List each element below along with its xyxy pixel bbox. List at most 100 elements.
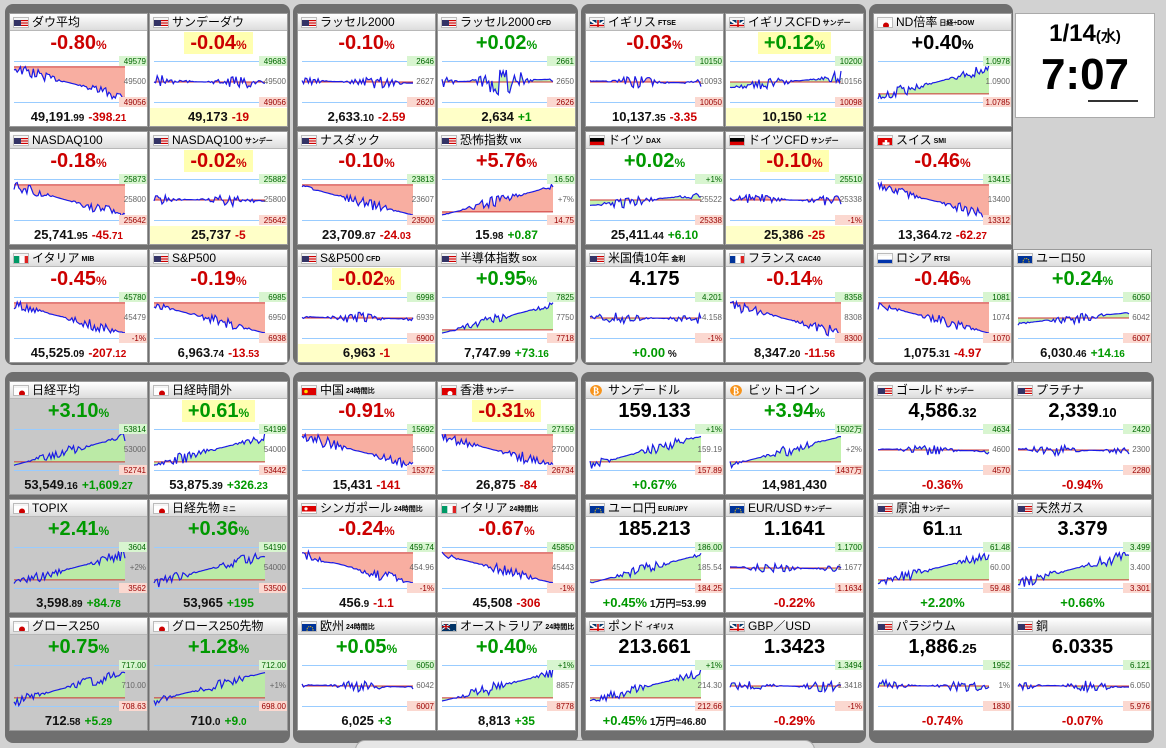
tile-subtitle: SOX: [522, 256, 537, 263]
market-tile-gold[interactable]: ゴールド サンデー 4,586.32 4634 4600 4570 -0.36%: [873, 381, 1012, 495]
intraday-chart: 3.499 3.400 3.301: [1017, 542, 1151, 593]
tile-name-text: 香港: [460, 383, 485, 397]
market-tile-europe-24h[interactable]: 欧州 24時間比 +0.05% 6050 6042 6007 6,025 +3: [297, 617, 436, 731]
market-tile-nd-ratio[interactable]: ND倍率 日経÷DOW +0.40% 1.0978 1.0900 1.0785: [873, 13, 1012, 127]
market-tile-cac40[interactable]: フランス CAC40 -0.14% 8358 8308 8300 8,347.20 -11.5…: [725, 249, 864, 363]
tile-name: ポンド イギリス: [608, 619, 674, 634]
market-tile-nasdaq[interactable]: ナスダック -0.10% 23813 23607 23500 23,709.87 -24.0…: [297, 131, 436, 245]
tile-footer: 25,386 -25: [726, 226, 863, 244]
axis-high-badge: [547, 660, 575, 670]
market-tile-smi[interactable]: スイス SMI -0.46% 13415 13400 13312 13,364.72 -62.…: [873, 131, 1012, 245]
market-tile-dax-cfd[interactable]: ドイツCFD サンデー -0.10% 25510 25338 -1% 25,386 -25: [725, 131, 864, 245]
axis-label: 2650: [556, 77, 574, 86]
intraday-chart: 7825 7750 7718: [441, 292, 575, 343]
market-tile-sunday-dollar[interactable]: ₿ サンデードル 159.133 +1% 159.19 157.89 +0.67%: [585, 381, 724, 495]
market-tile-australia[interactable]: オーストラリア 24時間比 +0.40% +1% 8857 8778 8,813 +35: [437, 617, 576, 731]
net-change: -1: [379, 346, 391, 360]
market-tile-natural-gas[interactable]: 天然ガス 3.379 3.499 3.400 3.301 +0.66%: [1013, 499, 1152, 613]
axis-high-badge: [547, 56, 575, 66]
axis-label: 1.0785: [986, 98, 1011, 107]
market-tile-sox[interactable]: 半導体指数 SOX +0.95% 7825 7750 7718 7,747.99 +73.16: [437, 249, 576, 363]
tile-name: イギリスCFD サンデー: [748, 15, 851, 30]
market-tile-palladium[interactable]: パラジウム 1,886.25 1952 1% 1830 -0.74%: [873, 617, 1012, 731]
price-line: [13, 181, 126, 219]
market-tile-russell-2000-cfd[interactable]: ラッセル2000 CFD +0.02% 2661 2650 2626 2,634 +1: [437, 13, 576, 127]
axis-label: 14.75: [554, 216, 575, 225]
market-tile-eur-jpy[interactable]: ユーロ円 EUR/JPY 185.213 186.00 185.54 184.25 +0.4…: [585, 499, 724, 613]
market-tile-gbp-jpy[interactable]: ポンド イギリス 213.661 +1% 214.30 212.66 +0.45% 1万円=…: [585, 617, 724, 731]
last-price: 14,981,430: [761, 477, 828, 492]
market-tile-growth-250[interactable]: グロース250 +0.75% 717.00 710.00 708.63 712.58 +5.…: [9, 617, 148, 731]
market-tile-sp500-cfd[interactable]: S&P500 CFD -0.02% 6998 6939 6900 6,963 -1: [297, 249, 436, 363]
tile-name: GBP／USD: [748, 619, 811, 634]
price-line: [441, 433, 554, 468]
market-tile-nasdaq100[interactable]: NASDAQ100 -0.18% 25873 25800 25642 25,741.95-…: [9, 131, 148, 245]
market-tile-bitcoin[interactable]: ₿ ビットコイン +3.94% 1502万 +2% 1437万 14,981,430: [725, 381, 864, 495]
market-tile-nikkei-dow[interactable]: ダウ平均 -0.80% 49579 49500 49056 49,191.99 -398.2…: [9, 13, 148, 127]
market-tile-russell-2000[interactable]: ラッセル2000 -0.10% 2646 2627 2620 2,633.10 -2.59: [297, 13, 436, 127]
au-flag-icon: [441, 621, 457, 632]
market-tile-platinum[interactable]: プラチナ 2,339.10 2420 2300 2280 -0.94%: [1013, 381, 1152, 495]
axis-label: 23500: [412, 216, 435, 225]
tile-name-text: ゴールド: [896, 383, 945, 397]
net-change: +84.78: [86, 596, 121, 610]
market-tile-gbp-usd[interactable]: GBP／USD 1.3423 1.3494 1.3418 -1% -0.29%: [725, 617, 864, 731]
market-tile-mib[interactable]: イタリア MIB -0.45% 45780 45479 -1% 45,525.09 -207.…: [9, 249, 148, 363]
market-tile-nikkei-offhours[interactable]: 日経時間外 +0.61% 54199 54000 53442 53,875.39 +326.…: [149, 381, 288, 495]
market-tile-copper[interactable]: 銅 6.0335 6.121 6.050 5.976 -0.07%: [1013, 617, 1152, 731]
market-tile-us10y[interactable]: 米国債10年 金利 4.175 4.201 4.158 -1% +0.00 %: [585, 249, 724, 363]
tile-header: 欧州 24時間比: [298, 618, 435, 635]
market-tile-china[interactable]: 中国 24時間比 -0.91% 15692 15600 15372 15,431 -141: [297, 381, 436, 495]
price-line: [301, 184, 414, 216]
tile-footer: 45,508 -306: [438, 594, 575, 612]
market-tile-italy-24h[interactable]: イタリア 24時間比 -0.67% 45850 45443 -1% 45,508 -306: [437, 499, 576, 613]
market-tile-eur-usd[interactable]: EUR/USD サンデー 1.1641 1.1700 1.1677 1.1634 -0.22…: [725, 499, 864, 613]
conversion-note: %: [665, 349, 677, 360]
market-tile-euro50[interactable]: ユーロ50 +0.24% 6050 6042 6007 6,030.46 +14.16: [1013, 249, 1152, 363]
market-tile-hongkong[interactable]: 香港 サンデー -0.31% 27159 27000 26734 26,875 -84: [437, 381, 576, 495]
market-tile-ftse[interactable]: イギリス FTSE -0.03% 10150 10093 10050 10,137.35 -3…: [585, 13, 724, 127]
change-percent: -0.45%: [50, 268, 107, 290]
tile-header: イギリスCFD サンデー: [726, 14, 863, 31]
tile-footer: -0.07%: [1014, 712, 1151, 730]
bottom-scroll-handle[interactable]: [355, 740, 815, 748]
intraday-chart: 13415 13400 13312: [877, 174, 1011, 225]
tile-subtitle: 金利: [671, 256, 686, 263]
change-percent: -0.22%: [773, 595, 816, 610]
tile-header: NASDAQ100: [10, 132, 147, 149]
tile-header: 恐怖指数 VIX: [438, 132, 575, 149]
net-change: -5: [235, 228, 246, 242]
intraday-chart: 6050 6042 6007: [301, 660, 435, 711]
last-price: 25,386: [763, 227, 804, 242]
market-tile-crude-oil[interactable]: 原油 サンデー 61.11 61.48 60.00 59.48 +2.20%: [873, 499, 1012, 613]
market-tile-nikkei-futures-mini[interactable]: 日経先物 ミニ +0.36% 54190 54000 53500 53,965 +195: [149, 499, 288, 613]
market-tile-ftse-cfd[interactable]: イギリスCFD サンデー +0.12% 10200 10156 10098 10,150 +1…: [725, 13, 864, 127]
market-tile-dax[interactable]: ドイツ DAX +0.02% +1% 25522 25338 25,411.44 +6.10: [585, 131, 724, 245]
price-line: [729, 679, 842, 694]
market-tile-topix[interactable]: TOPIX +2.41% 3604 +2% 3562 3,598.89 +84.78: [9, 499, 148, 613]
market-tile-sp500[interactable]: S&P500 -0.19% 6985 6950 6938 6,963.74 -13.53: [149, 249, 288, 363]
tile-header: パラジウム: [874, 618, 1011, 635]
tile-header: グロース250先物: [150, 618, 287, 635]
tile-name-text: S&P500: [172, 251, 217, 265]
last-price: 25,411.44: [610, 227, 664, 242]
axis-label: 3562: [128, 584, 146, 593]
tile-header: EUR/USD サンデー: [726, 500, 863, 517]
market-tile-vix[interactable]: 恐怖指数 VIX +5.76% 16.50 +7% 14.75 15.98 +0.87: [437, 131, 576, 245]
axis-high-badge: [1123, 660, 1151, 670]
market-tile-singapore[interactable]: シンガポール 24時間比 -0.24% 459.74 454.96 -1% 456.9 -1.…: [297, 499, 436, 613]
axis-low-badge: [695, 215, 723, 225]
market-tile-rtsi[interactable]: ロシア RTSI -0.46% 1081 1074 1070 1,075.31 -4.97: [873, 249, 1012, 363]
market-tile-nikkei[interactable]: 日経平均 +3.10% 53814 53000 52741 53,549.16 +1,609…: [9, 381, 148, 495]
market-tile-sunday-dow[interactable]: サンデーダウ -0.04% 49683 49500 49056 49,173 -19: [149, 13, 288, 127]
axis-low-badge: [259, 701, 287, 711]
intraday-chart: 15692 15600 15372: [301, 424, 435, 475]
change-percent: -0.18%: [50, 150, 107, 172]
market-tile-growth-250-futures[interactable]: グロース250先物 +1.28% 712.00 +1% 698.00 710.0 +9.0: [149, 617, 288, 731]
tile-header: ナスダック: [298, 132, 435, 149]
tile-name: オーストラリア 24時間比: [460, 619, 574, 634]
market-tile-nasdaq100-sunday[interactable]: NASDAQ100 サンデー -0.02% 25882 25800 25642 25,737…: [149, 131, 288, 245]
change-percent: -0.46%: [914, 268, 971, 290]
tile-name-text: ドイツCFD: [748, 133, 809, 147]
axis-high-badge: [835, 660, 863, 670]
